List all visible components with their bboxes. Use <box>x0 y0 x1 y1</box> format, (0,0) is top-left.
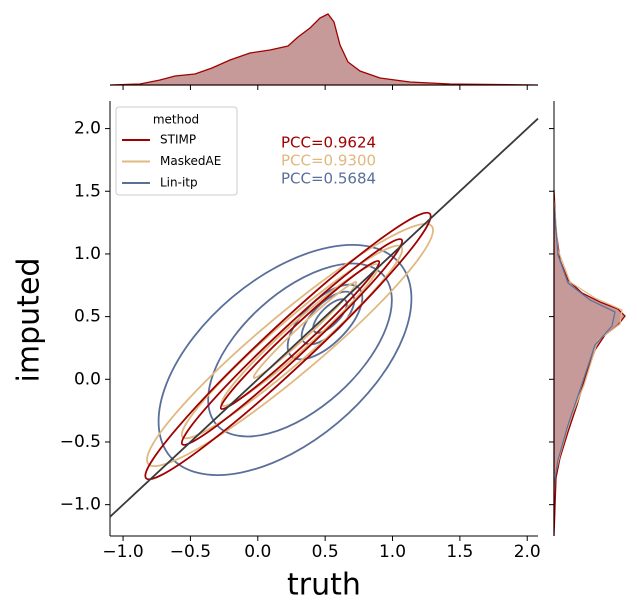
y-tick-label: 0.5 <box>74 307 101 327</box>
contours <box>144 211 434 481</box>
y-tick-label: 1.5 <box>74 181 101 201</box>
y-tick-label: 0.0 <box>74 369 101 389</box>
y-axis-label: imputed <box>12 258 47 383</box>
contour <box>312 298 348 334</box>
x-tick-label: −1.0 <box>102 542 143 562</box>
contour <box>180 244 404 440</box>
x-tick-label: 0.0 <box>244 542 271 562</box>
y-tick-label: −1.0 <box>60 495 101 515</box>
legend-label: MaskedAE <box>160 154 221 168</box>
y-tick-label: 2.0 <box>74 119 101 139</box>
annotation: PCC=0.5684 <box>281 170 376 188</box>
legend-title: method <box>153 113 199 127</box>
contour <box>144 211 432 481</box>
contour <box>146 222 434 468</box>
identity-line <box>109 117 539 518</box>
contour <box>180 238 404 446</box>
annotation: PCC=0.9300 <box>281 152 376 170</box>
x-tick-label: 1.5 <box>446 542 473 562</box>
right-marginal-line <box>553 204 616 486</box>
top-marginal-density <box>109 13 539 86</box>
x-tick-label: 0.5 <box>312 542 339 562</box>
x-axis-label: truth <box>287 568 361 603</box>
contour <box>252 281 358 379</box>
x-tick-label: 1.0 <box>379 542 406 562</box>
legend-label: STIMP <box>160 133 196 147</box>
x-tick-label: −0.5 <box>170 542 211 562</box>
y-tick-label: −0.5 <box>60 432 101 452</box>
legend-box <box>115 106 238 196</box>
legend-label: Lin-itp <box>160 176 198 190</box>
y-tick-label: 1.0 <box>74 244 101 264</box>
contour <box>219 260 381 410</box>
x-tick-label: 2.0 <box>514 542 541 562</box>
annotation: PCC=0.9624 <box>281 134 376 152</box>
